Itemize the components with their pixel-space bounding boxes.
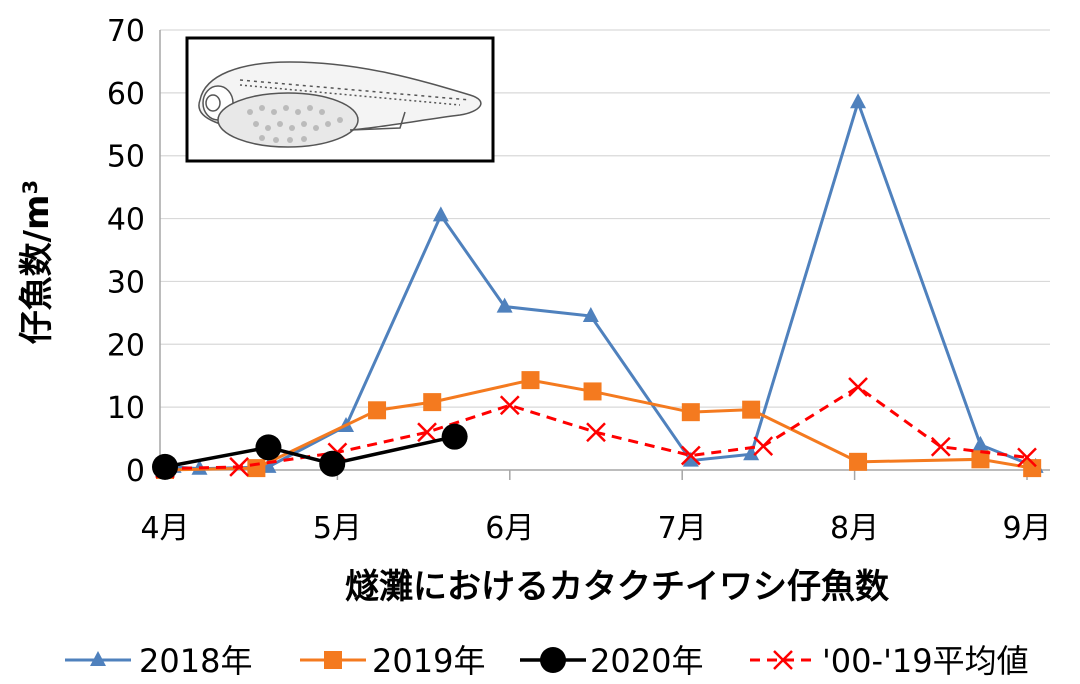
point-marker [972, 435, 989, 451]
larva-illustration [185, 36, 495, 163]
y-tick-label: 70 [107, 14, 145, 49]
legend-label: '00-'19平均値 [822, 642, 1029, 680]
y-tick-label: 40 [107, 203, 145, 238]
legend-item: '00-'19平均値 [750, 642, 1029, 680]
x-tick-label: 4月 [140, 511, 189, 546]
legend-label: 2018年 [139, 642, 252, 680]
point-marker [681, 403, 700, 422]
y-tick-label: 50 [107, 140, 145, 175]
point-marker [930, 436, 951, 457]
point-marker [680, 445, 701, 466]
y-tick-label: 60 [107, 77, 145, 112]
legend-label: 2020年 [590, 642, 703, 680]
x-tick-label: 7月 [658, 511, 707, 546]
x-tick-label: 8月 [830, 511, 879, 546]
point-marker [324, 651, 342, 669]
point-marker [743, 445, 760, 461]
point-marker-stroke [417, 422, 437, 443]
point-marker [521, 371, 540, 390]
legend-item: 2019年 [300, 642, 485, 680]
point-marker-stroke [1017, 447, 1037, 468]
axes [159, 30, 1050, 480]
x-axis-ticks: 4月 5月 6月 7月 8月 9月 [140, 511, 1051, 546]
point-marker-stroke [680, 445, 701, 466]
point-marker [496, 297, 513, 313]
series-lines [152, 93, 1044, 480]
point-marker [255, 434, 282, 461]
y-axis-title: 仔魚数/m³ [17, 180, 57, 345]
x-tick-label: 5月 [313, 511, 362, 546]
legend-item: 2018年 [65, 642, 252, 680]
point-marker [540, 647, 566, 673]
point-marker-stroke [586, 422, 606, 443]
point-marker [586, 422, 606, 443]
point-marker [850, 93, 867, 109]
point-marker [1023, 459, 1042, 478]
point-marker [753, 436, 774, 456]
x-tick-label: 6月 [485, 511, 534, 546]
x-axis-title: 燧灘におけるカタクチイワシ仔魚数 [345, 567, 889, 607]
point-marker-stroke [848, 377, 868, 397]
point-marker [971, 450, 990, 469]
point-marker-stroke [499, 395, 520, 416]
legend-item: 2020年 [520, 642, 703, 680]
y-axis-ticks: 0 10 20 30 40 50 60 70 [107, 14, 145, 489]
point-marker [432, 206, 449, 222]
legend-label: 2019年 [372, 642, 485, 680]
point-marker [441, 423, 468, 450]
point-marker [848, 377, 868, 397]
series-3 [152, 423, 468, 480]
point-marker [682, 451, 699, 467]
point-marker [1017, 447, 1037, 468]
point-marker [582, 307, 599, 322]
y-tick-label: 10 [107, 391, 145, 426]
point-marker [583, 382, 602, 401]
point-marker-stroke [773, 650, 793, 670]
point-marker [742, 400, 761, 419]
x-tick-label: 9月 [1002, 511, 1051, 546]
point-marker-stroke [930, 436, 951, 457]
point-marker [849, 452, 868, 471]
point-marker [417, 422, 437, 443]
point-marker [773, 650, 793, 670]
point-marker [152, 453, 178, 480]
point-marker-stroke [753, 436, 774, 456]
y-tick-label: 0 [126, 454, 145, 489]
point-marker [499, 395, 520, 416]
point-marker [423, 393, 442, 412]
series-line [164, 434, 456, 469]
y-tick-label: 20 [107, 328, 145, 363]
point-marker [368, 401, 387, 420]
point-marker [247, 459, 266, 478]
y-tick-label: 30 [107, 265, 145, 300]
point-marker [319, 450, 346, 477]
point-marker [229, 456, 250, 477]
point-marker [90, 651, 106, 666]
point-marker-stroke [229, 456, 250, 477]
legend: 2018年 2019年 2020年 '00-'19平均値 [65, 642, 1029, 680]
